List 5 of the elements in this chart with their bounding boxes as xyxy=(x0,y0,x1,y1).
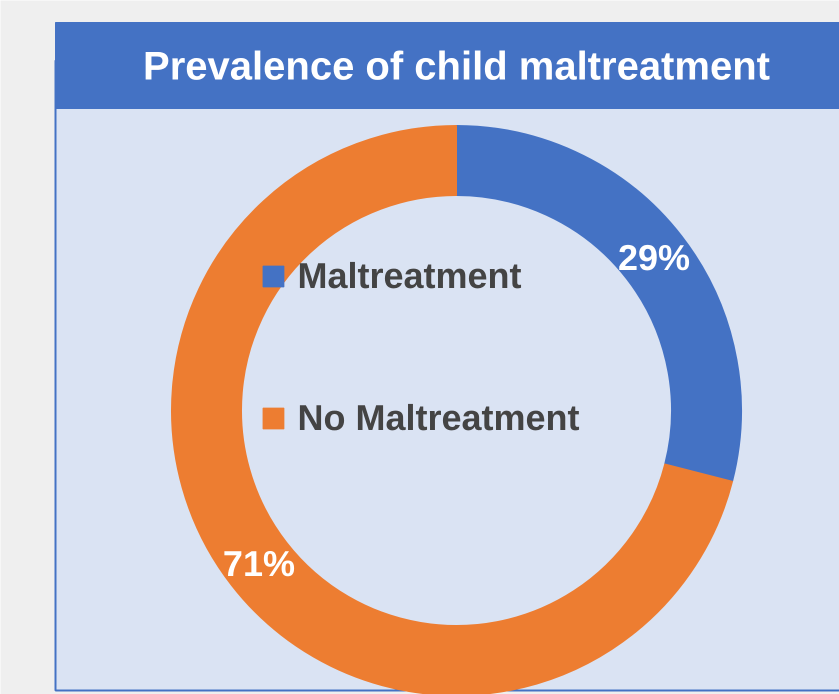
legend-label: No Maltreatment xyxy=(297,397,580,439)
chart-title: Prevalence of child maltreatment xyxy=(143,44,770,88)
data-label: 71% xyxy=(222,543,295,584)
legend-label: Maltreatment xyxy=(297,255,522,297)
data-label: 29% xyxy=(618,236,690,278)
